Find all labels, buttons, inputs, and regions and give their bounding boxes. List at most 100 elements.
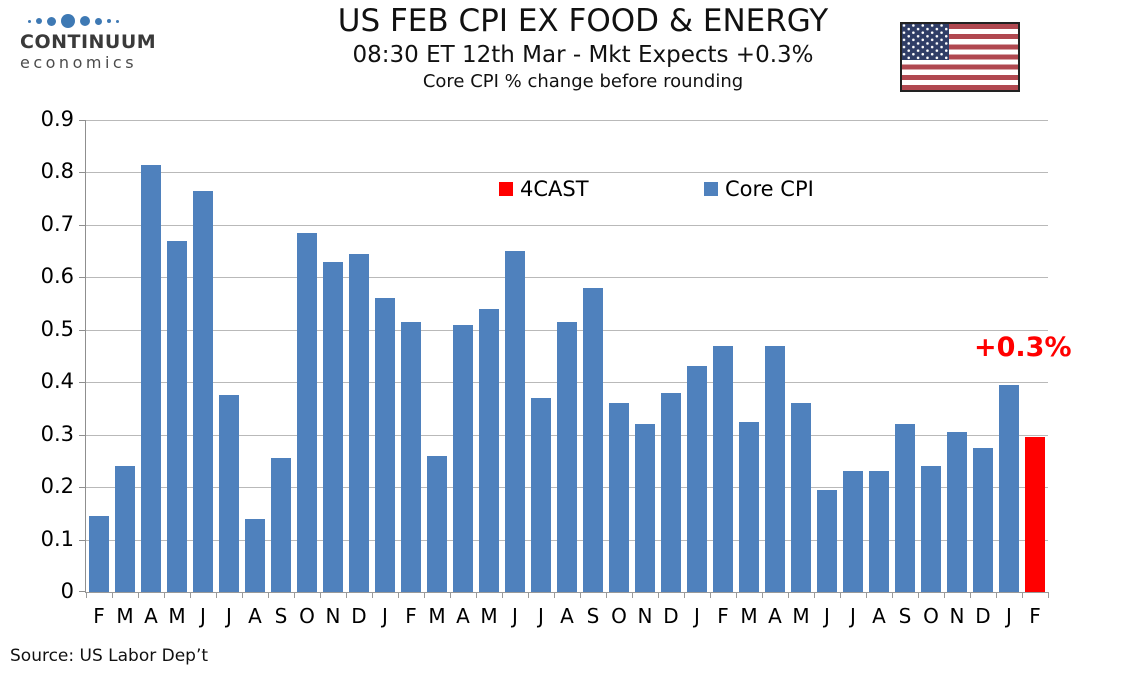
y-axis-label: 0.4 (40, 369, 74, 394)
x-axis-label: A (456, 604, 470, 628)
x-axis-tick (294, 592, 295, 598)
x-axis-tick (138, 592, 139, 598)
x-axis-label: F (1029, 604, 1041, 628)
x-axis-tick (606, 592, 607, 598)
x-axis-label: M (428, 604, 446, 628)
x-axis-label: J (226, 604, 232, 628)
x-axis-tick (424, 592, 425, 598)
us-flag-icon (900, 22, 1020, 92)
bar (713, 346, 733, 592)
x-axis-label: J (382, 604, 388, 628)
y-axis-tick (79, 120, 86, 121)
y-axis-tick (79, 329, 86, 331)
logo-tagline: economics (20, 52, 138, 72)
x-axis-tick (892, 592, 893, 598)
bar (843, 471, 863, 592)
gridline (86, 172, 1048, 174)
bar (271, 458, 291, 592)
x-axis-tick (86, 592, 87, 598)
bar (791, 403, 811, 592)
x-axis-label: M (116, 604, 134, 628)
x-axis-tick (684, 592, 685, 598)
bar (921, 466, 941, 592)
bar (427, 456, 447, 592)
y-axis-tick (79, 434, 86, 436)
x-axis-tick (866, 592, 867, 598)
x-axis-tick (372, 592, 373, 598)
header: US FEB CPI EX FOOD & ENERGY 08:30 ET 12t… (233, 3, 933, 93)
y-axis-label: 0.3 (40, 421, 74, 446)
x-axis-tick (216, 592, 217, 598)
legend-label: 4CAST (520, 177, 589, 201)
x-axis-tick (242, 592, 243, 598)
x-axis-label: D (351, 604, 367, 628)
x-axis-tick (320, 592, 321, 598)
y-axis-label: 0.1 (40, 526, 74, 551)
x-axis-label: F (717, 604, 729, 628)
x-axis-label: M (740, 604, 758, 628)
x-axis-label: A (248, 604, 262, 628)
bar (375, 298, 395, 592)
x-axis-label: S (274, 604, 288, 628)
x-axis-tick (580, 592, 581, 598)
x-axis-label: N (949, 604, 965, 628)
gridline (86, 224, 1048, 226)
x-axis-tick (112, 592, 113, 598)
legend-swatch (704, 182, 718, 196)
x-axis-tick (268, 592, 269, 598)
x-axis-label: O (299, 604, 315, 628)
bar (817, 490, 837, 592)
x-axis-label: S (898, 604, 912, 628)
forecast-annotation: +0.3% (974, 332, 1072, 363)
bar (193, 191, 213, 592)
bar-forecast (1025, 437, 1045, 592)
x-axis-label: J (694, 604, 700, 628)
x-axis-label: J (200, 604, 206, 628)
y-axis-label: 0.2 (40, 474, 74, 499)
bar (453, 325, 473, 592)
x-axis-tick (710, 592, 711, 598)
continuum-logo: CONTINUUM economics (20, 12, 200, 72)
bar (349, 254, 369, 592)
x-axis-tick (788, 592, 789, 598)
x-axis-tick (502, 592, 503, 598)
bar (89, 516, 109, 592)
x-axis-label: J (512, 604, 518, 628)
y-axis-tick (79, 539, 86, 541)
y-axis-label: 0.8 (40, 159, 74, 184)
x-axis-tick (632, 592, 633, 598)
bar (557, 322, 577, 592)
bar (609, 403, 629, 592)
x-axis-tick (554, 592, 555, 598)
x-axis-tick (450, 592, 451, 598)
x-axis-label: F (405, 604, 417, 628)
x-axis-label: A (768, 604, 782, 628)
logo-name: CONTINUUM (20, 31, 157, 53)
y-axis-tick (79, 277, 86, 279)
x-axis-tick (840, 592, 841, 598)
bar (999, 385, 1019, 592)
bar (635, 424, 655, 592)
y-axis-tick (79, 224, 86, 226)
bar (895, 424, 915, 592)
chart-title: US FEB CPI EX FOOD & ENERGY (337, 3, 829, 39)
legend-label: Core CPI (725, 177, 814, 201)
source-text: Source: US Labor Dep’t (10, 646, 209, 666)
x-axis-label: N (325, 604, 341, 628)
bar (973, 448, 993, 592)
x-axis-tick (528, 592, 529, 598)
x-axis-tick (658, 592, 659, 598)
bar (297, 233, 317, 592)
legend-item-4cast: 4CAST (499, 177, 589, 201)
y-axis-tick (79, 172, 86, 174)
x-axis-label: M (792, 604, 810, 628)
bar (245, 519, 265, 592)
gridline (86, 277, 1048, 279)
x-axis-label: M (168, 604, 186, 628)
x-axis-label: J (1006, 604, 1012, 628)
x-axis-tick (970, 592, 971, 598)
legend-item-core-cpi: Core CPI (704, 177, 814, 201)
y-axis-label: 0.9 (40, 107, 74, 131)
y-axis-label: 0.7 (40, 211, 74, 236)
bar (479, 309, 499, 592)
